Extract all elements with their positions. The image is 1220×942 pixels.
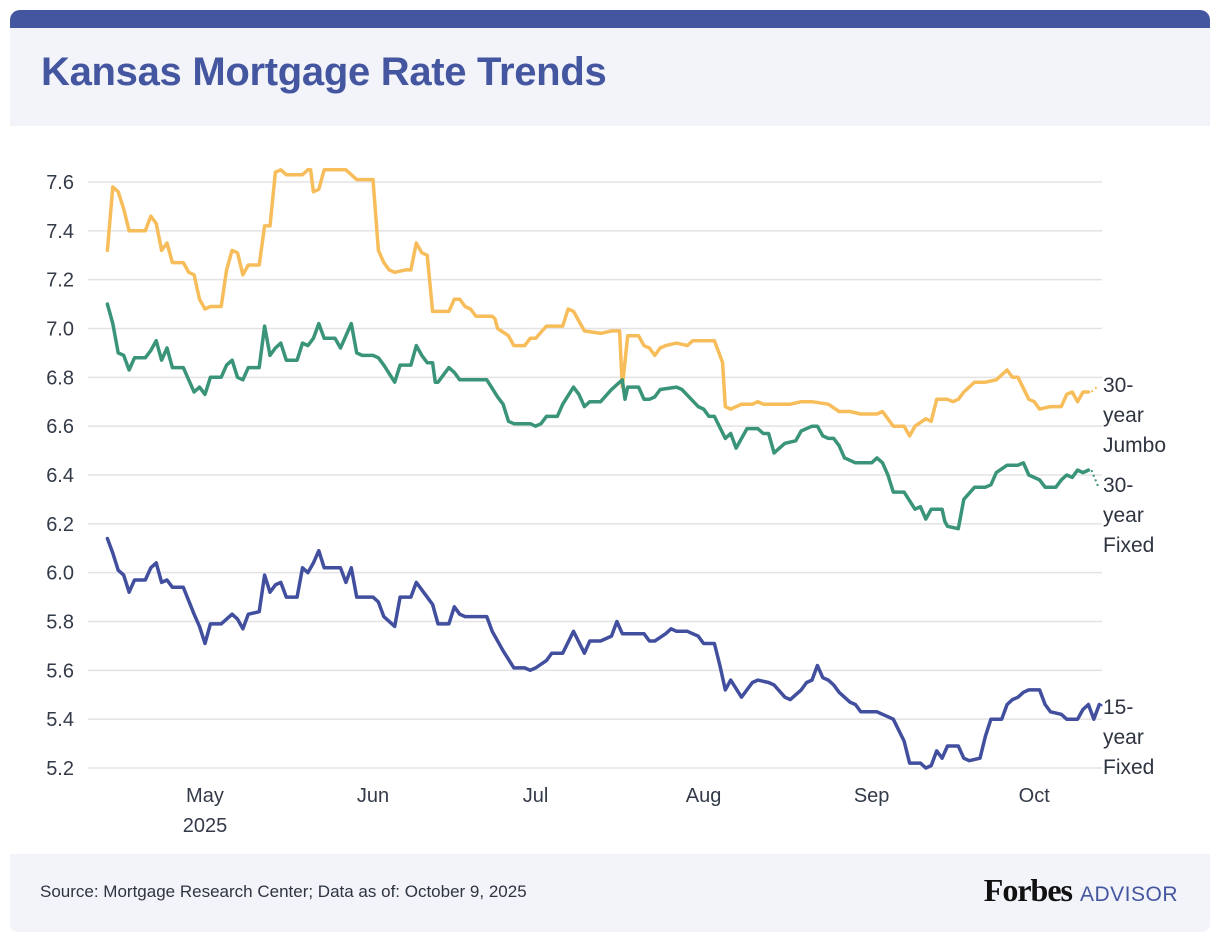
- gridlines: [88, 181, 1102, 769]
- y-tick-label: 6.2: [46, 514, 74, 536]
- series-leader-jumbo: [1090, 385, 1099, 393]
- x-tick-label: Jul: [523, 785, 549, 807]
- x-tick-label: Jun: [357, 785, 389, 807]
- header-accent-bar: [10, 10, 1210, 30]
- series-label-fixed30: 30-: [1103, 474, 1133, 497]
- series-label-jumbo: 30-: [1103, 374, 1133, 397]
- line-chart: 7.67.47.27.06.86.66.46.26.05.85.65.45.2 …: [46, 168, 1166, 837]
- series-line-fixed15: [105, 536, 1102, 770]
- series-label-fixed15: Fixed: [1103, 756, 1154, 779]
- y-tick-label: 6.0: [46, 563, 74, 585]
- x-tick-sublabel: 2025: [183, 815, 228, 837]
- series-label-jumbo: Jumbo: [1103, 434, 1166, 457]
- y-tick-label: 5.2: [46, 758, 74, 780]
- y-tick-label: 5.6: [46, 660, 74, 682]
- y-tick-label: 6.6: [46, 416, 74, 438]
- x-tick-label: Oct: [1019, 785, 1051, 807]
- y-tick-label: 5.4: [46, 709, 74, 731]
- footer: Source: Mortgage Research Center; Data a…: [10, 854, 1210, 932]
- y-tick-label: 7.2: [46, 270, 74, 292]
- series-labels: 30- year Jumbo 30- year Fixed 15- year Fixed: [1103, 374, 1166, 779]
- y-tick-label: 5.8: [46, 612, 74, 634]
- series-leader-fixed15: [1097, 703, 1103, 709]
- series-label-fixed30: year: [1103, 504, 1144, 527]
- y-tick-label: 7.4: [46, 221, 74, 243]
- source-note: Source: Mortgage Research Center; Data a…: [40, 882, 527, 901]
- series-label-jumbo: year: [1103, 404, 1144, 427]
- series-label-fixed30: Fixed: [1103, 534, 1154, 557]
- series-line-fixed30: [105, 302, 1091, 531]
- series-line-jumbo: [105, 168, 1091, 438]
- forbes-advisor-logo: Forbes ADVISOR: [984, 872, 1178, 909]
- x-tick-label: Aug: [686, 785, 722, 807]
- x-tick-label: May: [186, 785, 224, 807]
- y-axis-ticks: 7.6 7.4 7.2 7.0 6.8 6.6 6.4 6.2 6.0 5.8 5.6 5.4 5.2: [46, 172, 74, 780]
- chart-title: Kansas Mortgage Rate Trends: [41, 50, 607, 94]
- y-tick-label: 7.6: [46, 172, 74, 194]
- series-lines: [105, 168, 1103, 770]
- series-label-fixed15: 15-: [1103, 696, 1133, 719]
- brand-suffix: ADVISOR: [1079, 883, 1178, 906]
- series-label-fixed15: year: [1103, 726, 1144, 749]
- x-tick-label: Sep: [854, 785, 890, 807]
- y-tick-label: 6.4: [46, 465, 74, 487]
- y-tick-label: 6.8: [46, 367, 74, 389]
- brand-name: Forbes: [983, 872, 1073, 908]
- y-tick-label: 7.0: [46, 319, 74, 341]
- x-axis-ticks: May 2025 Jun Jul Aug Sep Oct: [183, 785, 1051, 837]
- header: Kansas Mortgage Rate Trends: [10, 28, 1210, 126]
- series-leader-fixed30: [1090, 469, 1099, 487]
